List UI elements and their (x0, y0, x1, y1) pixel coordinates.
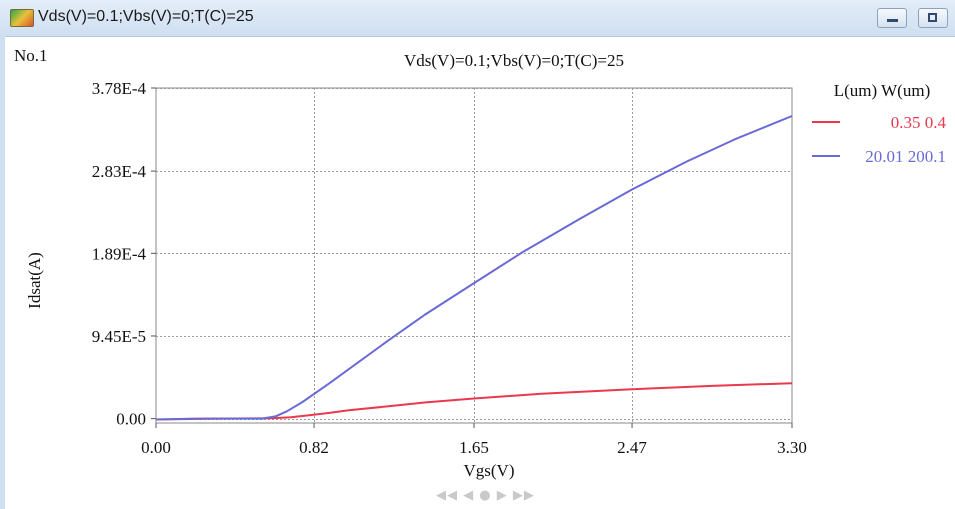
minimize-icon[interactable] (877, 8, 907, 28)
panel-number-label: No.1 (14, 46, 48, 65)
x-tick-label: 1.65 (459, 438, 489, 457)
legend-header: L(um) W(um) (834, 81, 930, 100)
series-line-2 (155, 115, 793, 421)
x-tick-label: 3.30 (777, 438, 807, 457)
y-tick-label: 3.78E-4 (92, 79, 147, 98)
x-tick-label: 0.82 (299, 438, 329, 457)
legend-entry-1: 0.35 0.4 (891, 113, 947, 132)
window-title-bar[interactable]: Vds(V)=0.1;Vbs(V)=0;T(C)=25 (0, 0, 955, 37)
window-title: Vds(V)=0.1;Vbs(V)=0;T(C)=25 (38, 8, 254, 25)
y-tick-label: 0.00 (116, 410, 146, 429)
chart-app-icon (10, 9, 34, 27)
page-navigation[interactable]: ◀◀ ◀ ● ▶ ▶▶ (436, 488, 535, 503)
y-tick-label: 2.83E-4 (92, 162, 147, 181)
legend-entry-2: 20.01 200.1 (865, 147, 946, 166)
x-axis-label: Vgs(V) (464, 461, 515, 480)
maximize-icon[interactable] (918, 8, 948, 28)
chart-title: Vds(V)=0.1;Vbs(V)=0;T(C)=25 (404, 51, 624, 70)
plot-area (155, 87, 793, 424)
series-line-1 (155, 382, 793, 421)
x-tick-label: 0.00 (141, 438, 171, 457)
y-tick-label: 9.45E-5 (92, 327, 146, 346)
y-tick-label: 1.89E-4 (92, 244, 147, 263)
y-axis-label: Idsat(A) (25, 252, 44, 309)
x-tick-label: 2.47 (617, 438, 647, 457)
window-left-border (0, 36, 5, 509)
